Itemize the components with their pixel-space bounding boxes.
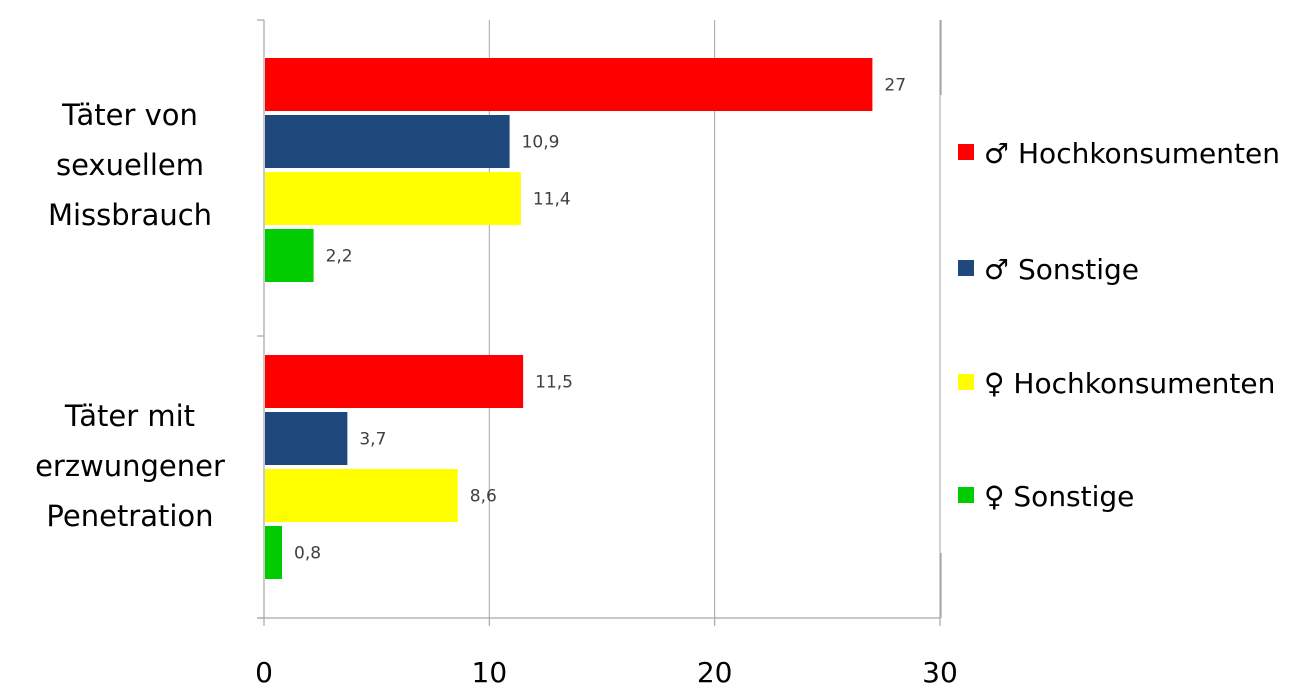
category-label-line: Täter von [61, 98, 198, 132]
data-label: 27 [884, 76, 906, 96]
data-label: 3,7 [359, 430, 386, 450]
category-label-line: erzwungener [35, 449, 225, 483]
data-label: 0,8 [294, 544, 321, 564]
data-label: 11,4 [533, 190, 571, 210]
legend-entry: ♀ Hochkonsumenten [984, 367, 1275, 400]
legend-swatch [958, 144, 974, 160]
data-label: 2,2 [326, 247, 353, 267]
bar [265, 526, 283, 579]
data-label: 11,5 [535, 373, 573, 393]
category-label: Täter von sexuellem Missbrauch [48, 98, 212, 232]
category-label-line: Missbrauch [48, 198, 212, 232]
x-tick-label: 20 [697, 656, 733, 686]
data-label: 10,9 [522, 133, 560, 153]
legend-entry: ♂ Hochkonsumenten [984, 137, 1280, 170]
bar [265, 58, 873, 111]
data-label: 8,6 [470, 487, 497, 507]
bar [265, 115, 510, 168]
category-label-line: Penetration [46, 499, 213, 533]
legend-entry: ♂ Sonstige [984, 253, 1139, 286]
bar [265, 355, 524, 408]
bar [265, 412, 348, 465]
legend-entry: ♀ Sonstige [984, 480, 1134, 513]
x-tick-label: 10 [472, 656, 508, 686]
legend-swatch [958, 487, 974, 503]
bar [265, 172, 521, 225]
x-tick-label: 30 [922, 656, 958, 686]
legend-swatch [958, 260, 974, 276]
category-label: Täter mit erzwungener Penetration [35, 399, 225, 533]
bar [265, 469, 458, 522]
category-label-line: Täter mit [64, 399, 195, 433]
legend-swatch [958, 374, 974, 390]
x-tick-label: 0 [255, 656, 273, 686]
category-label-line: sexuellem [56, 148, 204, 182]
bar [265, 229, 314, 282]
